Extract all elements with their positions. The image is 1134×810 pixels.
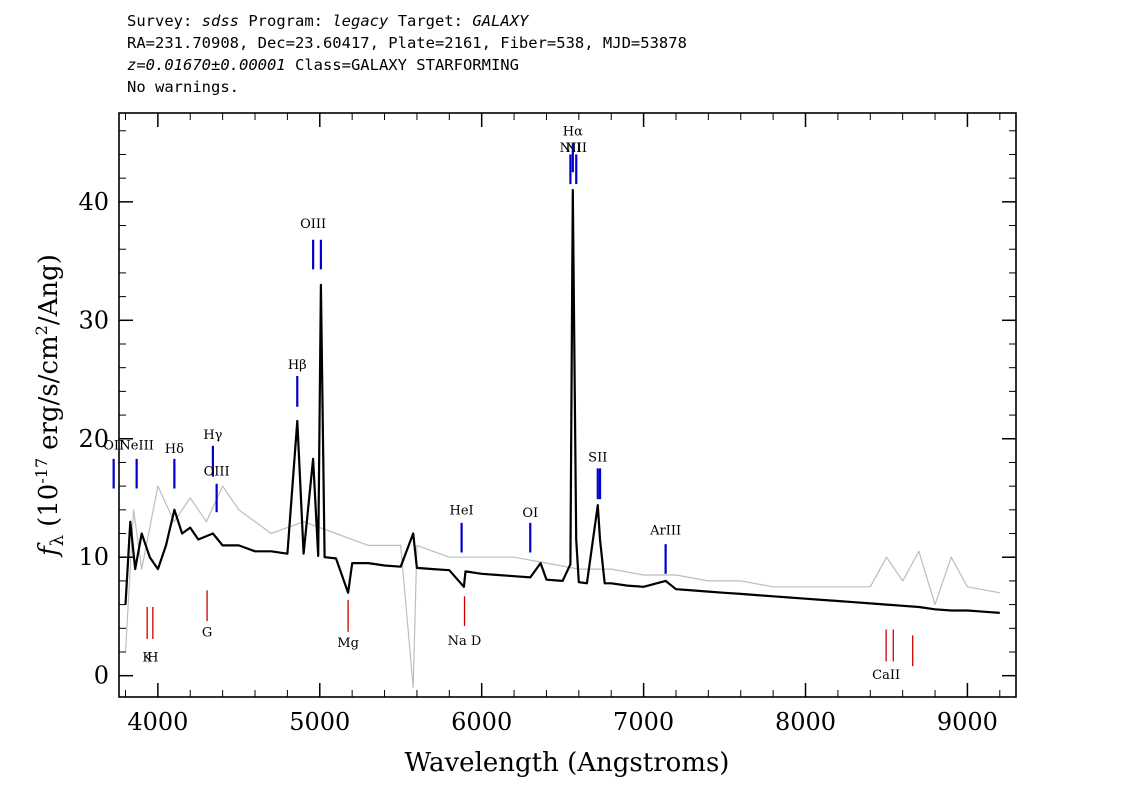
header-line-survey: Survey: sdss Program: legacy Target: GAL… [127,10,687,32]
y-axis-title: fλ(10-17erg/s/cm2/Ang) [32,254,68,558]
emission-line-label: Hδ [165,442,184,457]
emission-line-label: NII [565,141,587,156]
y-axis-title-lambda: λ [47,535,68,546]
survey-label: Survey: [127,12,193,30]
emission-line-label: Hβ [288,358,307,373]
emission-line-label: ArIII [649,524,681,539]
emission-line-label: Hα [563,125,583,140]
absorption-line-label: CaII [872,668,900,683]
emission-line-label: NeIII [119,438,153,453]
header-line-redshift: z=0.01670±0.00001 Class=GALAXY STARFORMI… [127,54,687,76]
x-tick-label: 4000 [127,708,188,736]
y-tick-label: 0 [94,662,109,690]
header-line-coords: RA=231.70908, Dec=23.60417, Plate=2161, … [127,34,687,52]
x-tick-label: 9000 [937,708,998,736]
class-text: Class=GALAXY STARFORMING [294,56,519,74]
target-label: Target: [397,12,464,30]
redshift-value: z=0.01670±0.00001 [127,56,286,74]
emission-line-label: NII [560,141,582,156]
plot-frame [118,112,1017,698]
emission-line-label: SII [588,450,607,465]
y-axis-title-exp2: 2 [32,325,51,335]
y-tick-label: 10 [78,543,109,571]
series-line-error [124,485,1000,689]
y-axis-title-mid: erg/s/cm [34,335,64,450]
program-label: Program: [248,12,323,30]
emission-line-label: Hγ [203,428,222,443]
y-axis-title-pre: (10 [34,484,64,527]
program-value: legacy [332,12,389,30]
absorption-line-label: G [202,626,212,641]
absorption-line-label: Mg [337,636,359,651]
x-tick-label: 5000 [289,708,350,736]
emission-line-label: OIII [300,217,326,232]
model-series-layer [124,188,1000,614]
header-line-warnings: No warnings. [127,78,239,96]
emission-line-label: HeI [450,504,474,519]
x-tick-label: 6000 [451,708,512,736]
absorption-line-label: Na D [448,634,482,649]
series-line-model [124,188,1000,614]
absorption-line-label: H [147,650,158,665]
emission-line-label: OIII [204,464,230,479]
absorption-line-label: K [142,650,152,665]
y-tick-label: 30 [78,306,109,334]
x-tick-label: 7000 [613,708,674,736]
y-tick-label: 40 [78,188,109,216]
axis-ticks: 4000 5000 6000 7000 8000 9000 0 10 20 30 40 [78,113,1016,736]
y-axis-title-post: /Ang) [34,254,64,325]
x-axis-title: Wavelength (Angstroms) [405,748,730,778]
y-axis-title-exp1: -17 [32,458,51,484]
target-value: GALAXY [472,12,529,30]
error-series-layer [124,485,1000,689]
survey-value: sdss [201,12,239,30]
x-tick-label: 8000 [775,708,836,736]
emission-line-label: OI [522,506,538,521]
y-tick-label: 20 [78,425,109,453]
spectrum-header: Survey: sdss Program: legacy Target: GAL… [127,10,687,98]
